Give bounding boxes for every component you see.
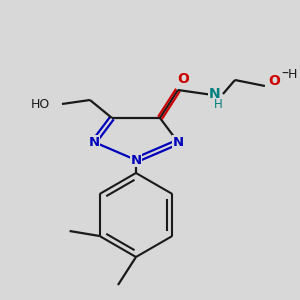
Text: H: H: [288, 68, 297, 80]
Text: O: O: [268, 74, 280, 88]
Text: N: N: [88, 136, 100, 148]
Text: HO: HO: [31, 98, 50, 110]
Text: H: H: [214, 98, 222, 110]
Text: N: N: [172, 136, 184, 148]
Text: O: O: [177, 72, 189, 86]
Text: –: –: [281, 67, 288, 81]
Text: N: N: [130, 154, 142, 166]
Text: N: N: [209, 87, 221, 101]
